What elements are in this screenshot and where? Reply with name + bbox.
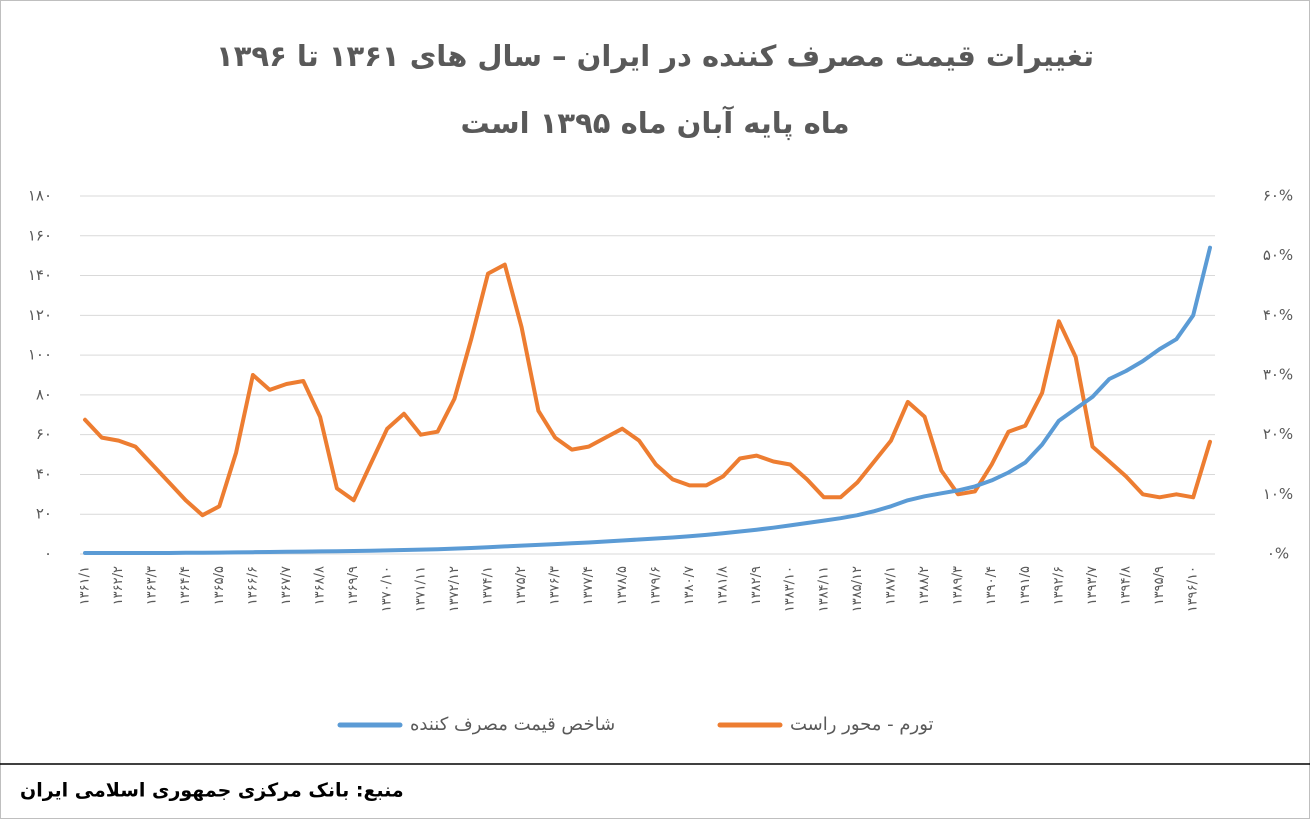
- source: منبع: بانک مرکزی جمهوری اسلامی ایران: [20, 780, 404, 802]
- x-tick-label: ۱۳۷۸/۵: [615, 566, 630, 605]
- y-tick-label: ۱۶۰: [28, 226, 52, 244]
- x-tick-label: ۱۳۹۶/۱۰: [1186, 566, 1201, 612]
- y-tick-label: ۴۰: [36, 465, 52, 483]
- x-tick-label: ۱۳۷۱/۱۱: [413, 566, 428, 612]
- x-tick-label: ۱۳۹۵/۹: [1152, 566, 1167, 605]
- x-tick-label: ۱۳۸۰/۷: [682, 566, 697, 605]
- y-tick-label: ۱۰۰: [28, 346, 52, 364]
- x-tick-label: ۱۳۸۲/۹: [749, 566, 764, 605]
- x-tick-label: ۱۳۷۲/۱۲: [447, 566, 462, 612]
- x-tick-label: ۱۳۹۱/۵: [1018, 566, 1033, 605]
- x-tick-label: ۱۳۷۹/۶: [648, 566, 663, 605]
- y2-tick-label: ۴۰%: [1263, 306, 1293, 324]
- y-tick-label: ۶۰: [36, 425, 52, 443]
- series-line: [83, 245, 1212, 555]
- x-tick-label: ۱۳۹۳/۷: [1085, 566, 1100, 605]
- x-tick-label: ۱۳۷۷/۴: [581, 566, 596, 605]
- x-tick-label: ۱۳۶۲/۲: [111, 566, 126, 605]
- y-tick-label: ۰: [44, 545, 52, 563]
- x-tick-label: ۱۳۷۰/۱۰: [380, 566, 395, 612]
- x-tick-label: ۱۳۷۶/۳: [548, 566, 563, 605]
- x-tick-label: ۱۳۸۳/۱۰: [783, 566, 798, 612]
- x-tick-label: ۱۳۷۴/۱: [480, 566, 495, 605]
- y2-tick-label: ۳۰%: [1263, 366, 1293, 384]
- y2-tick-label: ۲۰%: [1263, 425, 1293, 443]
- x-tick-label: ۱۳۶۳/۳: [145, 566, 160, 605]
- x-tick-label: ۱۳۸۷/۱: [883, 566, 898, 605]
- y2-tick-label: ۶۰%: [1263, 187, 1293, 205]
- x-tick-label: ۱۳۶۸/۸: [313, 566, 328, 605]
- x-tick-label: ۱۳۶۵/۵: [212, 566, 227, 605]
- x-tick-label: ۱۳۶۱/۱: [78, 566, 93, 605]
- x-tick-label: ۱۳۸۵/۱۲: [850, 566, 865, 612]
- x-tick-label: ۱۳۸۹/۳: [951, 566, 966, 605]
- y-tick-label: ۱۸۰: [28, 187, 52, 205]
- x-tick-label: ۱۳۶۴/۴: [178, 566, 193, 605]
- y2-tick-label: ۰%: [1267, 545, 1289, 563]
- y-tick-label: ۱۴۰: [28, 266, 52, 284]
- x-tick-label: ۱۳۸۱/۸: [716, 566, 731, 605]
- y-tick-label: ۲۰: [36, 505, 52, 523]
- chart-subtitle: ماه پایه آبان ماه ۱۳۹۵ است: [460, 105, 849, 141]
- x-tick-label: ۱۳۶۷/۷: [279, 566, 294, 605]
- chart-title: تغییرات قیمت مصرف کننده در ایران – سال ه…: [216, 39, 1094, 73]
- x-tick-label: ۱۳۷۵/۲: [514, 566, 529, 605]
- x-tick-label: ۱۳۹۲/۶: [1051, 566, 1066, 605]
- series-line: [83, 262, 1212, 518]
- x-tick-label: ۱۳۸۸/۲: [917, 566, 932, 605]
- x-tick-label: ۱۳۶۶/۶: [245, 566, 260, 605]
- legend-label: تورم - محور راست: [790, 714, 934, 735]
- legend-label: شاخص قیمت مصرف کننده: [410, 714, 615, 735]
- x-tick-label: ۱۳۹۴/۸: [1119, 566, 1134, 605]
- y2-tick-label: ۱۰%: [1263, 485, 1293, 503]
- y2-tick-label: ۵۰%: [1263, 246, 1293, 264]
- x-tick-label: ۱۳۹۰/۴: [984, 566, 999, 605]
- x-tick-label: ۱۳۸۴/۱۱: [816, 566, 831, 612]
- y-tick-label: ۸۰: [36, 385, 52, 403]
- y-tick-label: ۱۲۰: [28, 306, 52, 324]
- x-tick-label: ۱۳۶۹/۹: [346, 566, 361, 605]
